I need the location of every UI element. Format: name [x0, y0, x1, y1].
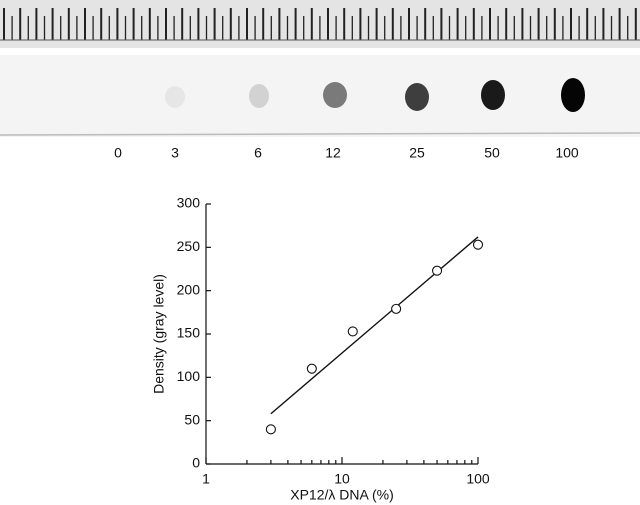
lane-label: 6: [254, 145, 262, 161]
lane-label: 3: [171, 145, 179, 161]
x-tick-label: 1: [202, 471, 210, 487]
data-point: [472, 239, 484, 250]
y-tick-label: 0: [192, 455, 200, 471]
lane-label: 100: [555, 145, 579, 161]
blot-spot: [249, 84, 269, 108]
x-tick-label: 10: [334, 471, 350, 487]
y-tick-label: 50: [184, 411, 200, 427]
blot-spot: [323, 82, 347, 108]
lane-label: 50: [484, 145, 500, 161]
data-point: [432, 265, 443, 276]
blot-membrane: [0, 55, 640, 137]
y-tick-label: 300: [177, 195, 201, 211]
lane-label: 12: [325, 145, 341, 161]
blot-spot: [405, 83, 429, 111]
blot-spot: [165, 86, 185, 108]
y-tick-label: 100: [177, 368, 201, 384]
x-axis-label: XP12/λ DNA (%): [290, 487, 393, 503]
membrane-edge: [0, 132, 640, 136]
blot-spot: [481, 80, 505, 110]
data-point: [391, 303, 402, 314]
y-tick-label: 250: [177, 238, 201, 254]
x-tick-label: 100: [466, 471, 490, 487]
fit-line: [270, 236, 479, 415]
y-tick-label: 200: [177, 281, 201, 297]
data-point: [265, 424, 276, 435]
blot-spot: [561, 78, 585, 112]
y-tick-label: 150: [177, 325, 201, 341]
data-point: [306, 363, 317, 374]
lane-label: 0: [114, 145, 122, 161]
data-point: [347, 326, 358, 337]
ruler: [0, 8, 640, 41]
lane-label: 25: [409, 145, 425, 161]
y-axis-label: Density (gray level): [151, 274, 167, 394]
